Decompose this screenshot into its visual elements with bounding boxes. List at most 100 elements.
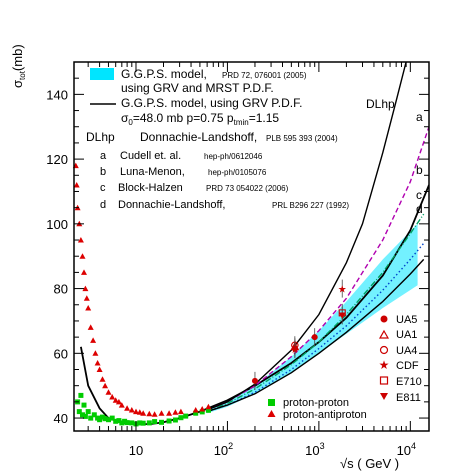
ref-dlhp-ref: PLB 595 393 (2004) [266, 134, 338, 143]
legend-e710-marker [379, 376, 389, 385]
y-tick-label: 100 [46, 217, 68, 232]
exp-e811-point [338, 312, 346, 319]
pp-point [152, 419, 158, 425]
pp-point [109, 415, 115, 421]
pp-point [119, 420, 125, 426]
ref-b-author: Luna-Menon, [120, 166, 185, 178]
pp-point [205, 407, 211, 413]
pp-point [100, 414, 105, 420]
ppbar-point [166, 410, 173, 416]
pp-point [199, 409, 205, 415]
y-tick-label: 60 [54, 346, 68, 361]
legend-ua5-label: UA5 [396, 314, 417, 326]
ppbar-point [133, 408, 139, 415]
ppbar-point [85, 305, 92, 311]
y-tick-label: 120 [46, 152, 68, 167]
pp-point [76, 409, 82, 415]
x-tick-label: 10 [129, 443, 143, 458]
ppbar-point [102, 382, 109, 389]
curve-label-c: c [416, 188, 422, 202]
x-tick-label: 104 [397, 441, 416, 458]
ppbar-point [79, 253, 86, 259]
legend-cdf-marker: ★ [379, 358, 390, 372]
band-legend: G.G.P.S. model, PRD 72, 076001 (2005) us… [90, 67, 307, 95]
legend-e811-marker [380, 393, 388, 400]
legend-ua1-marker [378, 329, 390, 339]
curve-label-d: d [416, 202, 423, 216]
ppbar-point [115, 398, 122, 405]
legend-ua4-label: UA4 [396, 345, 417, 357]
curve-dlhp [206, 62, 407, 411]
ppbar-point [136, 409, 143, 415]
band-legend-line1: G.G.P.S. model, [121, 67, 207, 81]
pp-point [116, 418, 122, 424]
ppbar-point [105, 389, 112, 395]
legend-ua5-marker [380, 315, 388, 323]
curve-d [206, 258, 425, 413]
model-legend-line1: G.G.P.S. model, using GRV P.D.F. [121, 96, 302, 110]
ref-a-ref: hep-ph/0612046 [204, 152, 263, 161]
curve-b [206, 213, 425, 413]
ppbar-point [151, 411, 158, 417]
ppbar-point [146, 410, 153, 417]
pp-point [97, 417, 103, 423]
pp-point [81, 402, 87, 408]
ppbar-point [177, 408, 184, 415]
pp-point [102, 416, 108, 422]
plot-frame [73, 61, 430, 432]
ppbar-point [199, 406, 206, 412]
band-legend-ref: PRD 72, 076001 (2005) [222, 71, 307, 80]
curve-label-a: a [416, 110, 423, 124]
x-tick-label: 103 [305, 441, 324, 458]
ppbar-point [158, 410, 165, 416]
ppbar-point [112, 397, 119, 403]
ref-d-author: Donnachie-Landshoff, [118, 199, 225, 211]
model-legend: G.G.P.S. model, using GRV P.D.F. σ0=48.0… [90, 96, 302, 127]
series-legend: proton-proton proton-antiproton [267, 397, 367, 421]
ppbar-point [172, 409, 179, 415]
ref-d-key: d [100, 199, 106, 211]
ref-a-key: a [100, 150, 107, 162]
exp-ua5-point [311, 334, 318, 341]
pp-point [178, 415, 184, 421]
ppbar-point [92, 350, 99, 356]
ppbar-point [90, 337, 97, 343]
ppbar-point [83, 295, 90, 301]
legend-ppbar-label: proton-antiproton [283, 409, 367, 421]
exp-ua5-point [251, 377, 258, 384]
y-axis-label: σtot(mb) [10, 44, 27, 88]
legend-pp-marker [268, 399, 275, 406]
pp-point [113, 418, 119, 424]
pp-point [124, 420, 130, 426]
y-tick-label: 80 [54, 282, 68, 297]
legend-e811-label: E811 [396, 392, 421, 404]
ppbar-point [118, 402, 125, 408]
pp-point [78, 392, 84, 398]
legend-e710-label: E710 [396, 376, 422, 388]
pp-point [88, 415, 94, 421]
experiment-legend: UA5 UA1 UA4 ★ CDF E710 E811 [379, 314, 422, 404]
pp-point [91, 412, 97, 418]
curve-labels: DLhp a b c d [366, 97, 423, 216]
ppbar-point [81, 269, 87, 275]
ppbar-point [109, 394, 116, 400]
legend-cdf-label: CDF [396, 360, 419, 372]
pp-point [80, 412, 85, 418]
ppbar-point [205, 403, 212, 410]
ppbar-point [96, 366, 103, 372]
x-tick-label: 102 [214, 441, 233, 458]
pp-point [159, 419, 164, 425]
pp-point [85, 409, 91, 415]
pp-point [106, 417, 111, 423]
ref-c-ref: PRD 73 054022 (2006) [206, 184, 289, 193]
curve-label-b: b [416, 163, 423, 177]
model-legend-params: σ0=48.0 mb p=0.75 ptmin=1.15 [121, 111, 279, 127]
axes: 10 102 103 104 40 60 80 100 120 140 [46, 61, 429, 458]
ref-c-author: Block-Halzen [118, 182, 183, 194]
band-legend-swatch [90, 68, 114, 80]
ref-dlhp-author: Donnachie-Landshoff, [140, 130, 257, 144]
legend-ua1-label: UA1 [396, 329, 417, 341]
ref-b-ref: hep-ph/0105076 [208, 168, 267, 177]
exp-cdf-point: ★ [290, 345, 299, 356]
y-tick-label: 40 [54, 411, 68, 426]
